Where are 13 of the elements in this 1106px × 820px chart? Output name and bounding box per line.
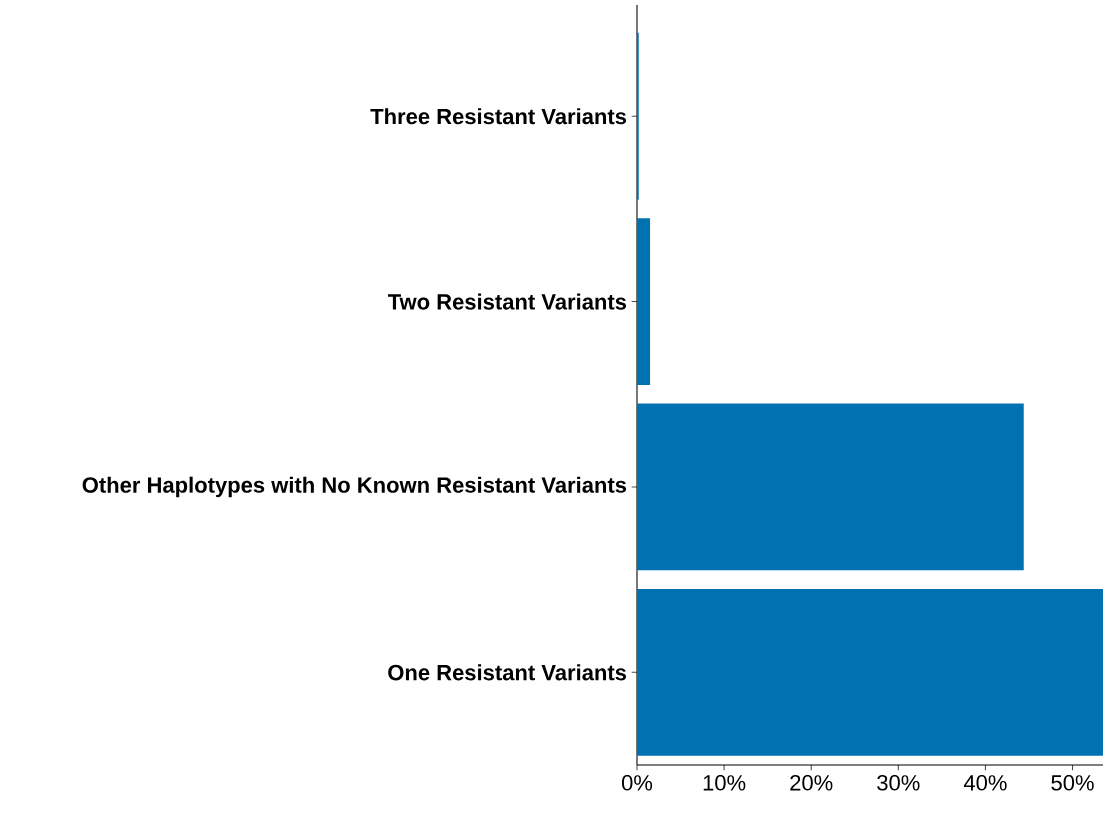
y-tick-label: Three Resistant Variants xyxy=(370,108,627,125)
x-tick-label: 40% xyxy=(963,775,1007,791)
bar xyxy=(637,403,1024,571)
y-tick-label: One Resistant Variants xyxy=(388,664,627,681)
x-tick-label: 50% xyxy=(1051,775,1094,791)
y-tick-label: Two Resistant Variants xyxy=(387,293,627,310)
x-tick-label: 30% xyxy=(877,775,920,791)
bar xyxy=(637,218,651,385)
y-tick-label: Other Haplotypes with No Known Resistant Variants xyxy=(82,476,627,498)
x-tick-label: 20% xyxy=(790,775,833,791)
bar xyxy=(637,588,1103,756)
x-tick-label: 0% xyxy=(621,775,653,791)
x-tick-label: 10% xyxy=(703,775,746,791)
